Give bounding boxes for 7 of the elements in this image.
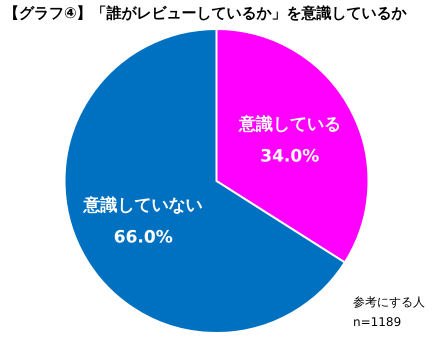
slice-label: 意識していない bbox=[82, 195, 203, 216]
text: n=1189 bbox=[353, 314, 402, 331]
text: 参考にする人 bbox=[353, 294, 425, 311]
slice-label: 意識している bbox=[238, 114, 341, 135]
chart-title: 【グラフ④】「誰がレビューしているか」を意識しているか bbox=[4, 4, 407, 23]
data-label: 66.0% bbox=[114, 227, 173, 248]
data-label: 34.0% bbox=[260, 146, 320, 167]
